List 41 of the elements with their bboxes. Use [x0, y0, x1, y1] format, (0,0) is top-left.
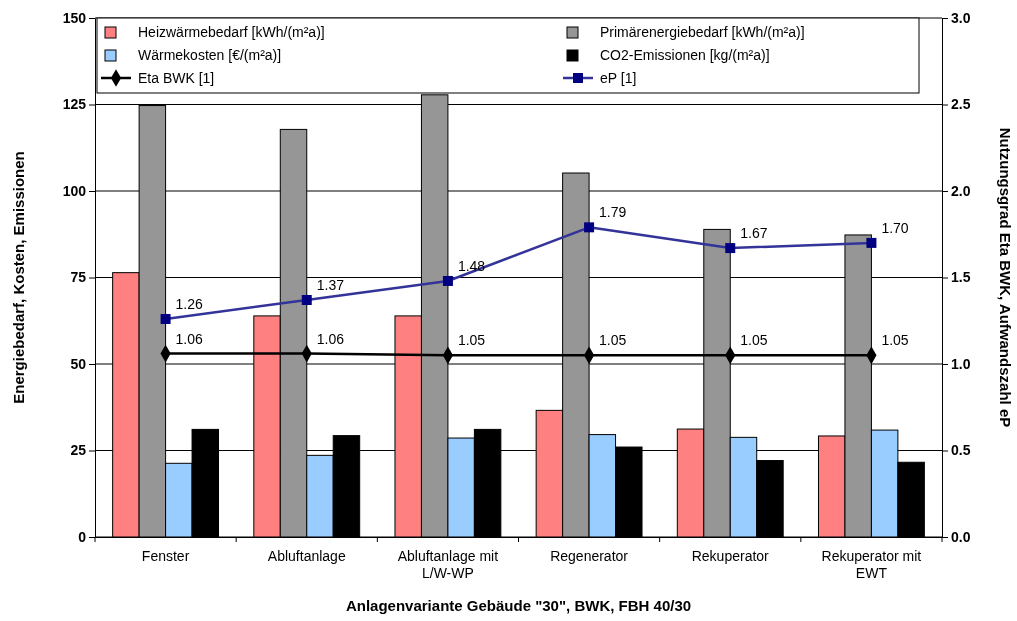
data-label: 1.79 [599, 204, 627, 221]
data-label: 1.70 [881, 219, 909, 236]
y-tick-label: 150 [62, 9, 87, 26]
y2-tick-label: 3.0 [951, 9, 971, 26]
data-label: 1.05 [599, 332, 627, 349]
y2-tick-label: 0.0 [951, 528, 971, 545]
y-axis-title: Energiebedarf, Kosten, Emissionen [10, 151, 27, 404]
data-label: 1.05 [740, 332, 768, 349]
y2-tick-label: 2.5 [951, 96, 971, 113]
y2-axis-title: Nutzungsgrad Eta BWK, Aufwandszahl eP [997, 127, 1014, 428]
y2-tick-label: 0.5 [951, 442, 971, 459]
legend-label: Heizwärmebedarf [kWh/(m²a)] [138, 24, 325, 40]
data-label: 1.48 [457, 257, 486, 274]
data-label: 1.37 [316, 276, 345, 293]
x-tick-label: Fenster [141, 548, 190, 564]
data-label: 1.26 [175, 296, 204, 313]
legend-label: CO2-Emissionen [kg/(m²a)] [600, 47, 770, 63]
data-label: 1.06 [316, 330, 345, 347]
y2-tick-label: 2.0 [951, 182, 971, 199]
y-tick-label: 125 [62, 96, 87, 113]
data-label: 1.67 [740, 225, 768, 242]
x-tick-label: Rekuperator [691, 548, 770, 564]
x-tick-label: Rekuperator mit EWT [821, 548, 922, 581]
x-tick-label: Regenerator [550, 548, 629, 564]
legend-label: Primärenergiebedarf [kWh/(m²a)] [600, 24, 805, 40]
x-tick-label: Abluftanlage [267, 548, 346, 564]
y-tick-label: 50 [70, 355, 87, 372]
x-tick-label: Abluftanlage mit L/W-WP [397, 548, 499, 581]
y2-tick-label: 1.0 [951, 355, 971, 372]
legend-label: eP [1] [600, 70, 637, 86]
y-tick-label: 100 [62, 182, 87, 199]
legend-label: Wärmekosten [€/(m²a)] [138, 47, 282, 63]
y-tick-label: 25 [70, 442, 87, 459]
legend-label: Eta BWK [1] [138, 70, 215, 86]
y-tick-label: 0 [78, 528, 87, 545]
x-axis-title: Anlagenvariante Gebäude "30", BWK, FBH 40/30 [345, 597, 692, 614]
y-tick-label: 75 [70, 269, 87, 286]
data-label: 1.05 [881, 332, 909, 349]
y2-tick-label: 1.5 [951, 269, 971, 286]
data-label: 1.06 [175, 330, 204, 347]
data-label: 1.05 [457, 332, 486, 349]
